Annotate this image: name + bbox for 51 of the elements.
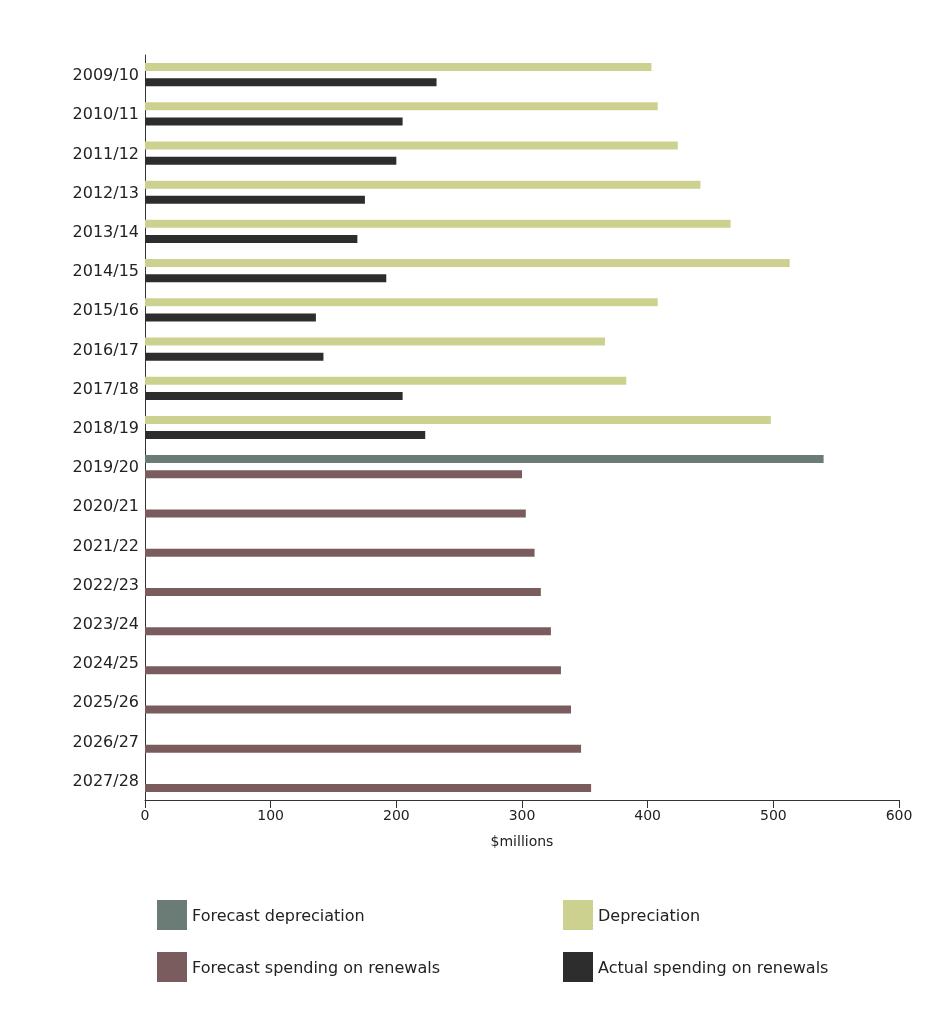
bar [145, 470, 522, 479]
y-tick-label: 2019/20 [72, 457, 139, 477]
x-tick-label: 600 [885, 807, 913, 823]
y-tick-label: 2022/23 [72, 574, 139, 594]
y-tick-label: 2015/16 [72, 300, 139, 320]
x-tick-label: 400 [634, 807, 662, 823]
bar [145, 455, 824, 464]
bar [145, 180, 701, 189]
y-tick-label: 2016/17 [72, 339, 139, 359]
bar [145, 259, 790, 268]
y-tick-label: 2023/24 [72, 614, 139, 634]
y-tick-label: 2010/11 [72, 104, 139, 124]
y-tick-label: 2018/19 [72, 418, 139, 437]
x-tick-label: 200 [382, 807, 410, 823]
y-tick-label: 2025/26 [72, 692, 139, 712]
bar [145, 415, 771, 424]
bar [145, 509, 526, 518]
bar [145, 337, 605, 346]
bar [145, 627, 551, 636]
bar [145, 219, 731, 228]
y-tick-label: 2014/15 [72, 261, 139, 281]
y-tick-label: 2009/10 [72, 65, 139, 85]
y-tick-label: 2020/21 [72, 496, 139, 516]
bar [145, 376, 627, 385]
bar [145, 783, 592, 792]
bar [145, 102, 658, 111]
x-tick-label: 500 [759, 807, 787, 823]
bar [145, 298, 658, 307]
legend-label: Actual spending on renewals [598, 957, 829, 977]
x-tick-label: 100 [257, 807, 285, 823]
legend-label: Forecast spending on renewals [192, 957, 440, 977]
y-tick-label: 2017/18 [72, 378, 139, 398]
y-tick-label: 2011/12 [72, 143, 139, 163]
bar [145, 744, 582, 753]
x-tick-label: 0 [140, 807, 150, 823]
y-tick-label: 2021/22 [72, 535, 139, 555]
y-tick-label: 2027/28 [72, 770, 139, 790]
bar [145, 666, 561, 675]
y-tick-label: 2024/25 [72, 653, 139, 673]
bar [145, 63, 652, 72]
x-axis-title: $millions [490, 833, 554, 849]
bar [145, 548, 535, 557]
legend-label: Depreciation [598, 905, 701, 925]
y-tick-label: 2013/14 [72, 221, 139, 241]
x-tick-label: 300 [508, 807, 536, 823]
legend-label: Forecast depreciation [192, 905, 365, 925]
y-tick-label: 2026/27 [72, 731, 139, 751]
bar [145, 141, 678, 150]
y-tick-label: 2012/13 [72, 182, 139, 202]
bar [145, 705, 572, 714]
bar [145, 587, 541, 596]
